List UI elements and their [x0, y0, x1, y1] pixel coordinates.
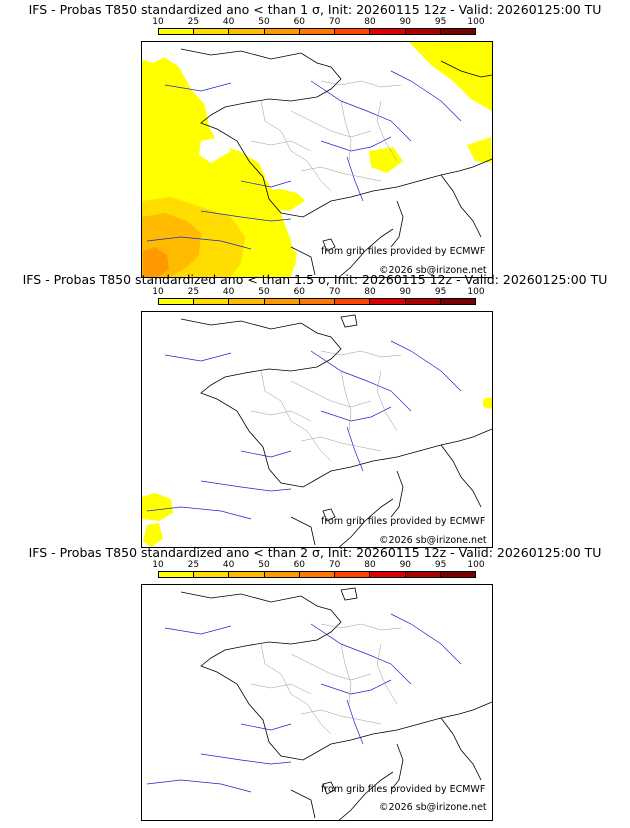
tick-label: 100 — [467, 560, 485, 570]
tick-label: 50 — [258, 287, 270, 297]
colorbar-ticks: 10 25 40 50 60 70 80 90 95 100 — [152, 560, 484, 570]
colorbar — [158, 28, 476, 35]
colorbar-swatch — [229, 299, 265, 304]
tick-label: 80 — [364, 17, 376, 27]
colorbar-swatch — [370, 29, 406, 34]
tick-label: 90 — [399, 560, 412, 570]
coastlines — [180, 48, 493, 278]
tick-label: 100 — [467, 287, 485, 297]
panel-title: IFS - Probas T850 standardized ano < tha… — [22, 272, 608, 287]
rivers — [146, 613, 462, 793]
colorbar-swatch — [194, 29, 230, 34]
colorbar-swatch — [229, 572, 265, 577]
colorbar-swatch — [370, 299, 406, 304]
tick-label: 80 — [364, 287, 376, 297]
colorbar-swatch — [159, 299, 195, 304]
tick-label: 40 — [222, 287, 235, 297]
tick-label: 60 — [293, 17, 306, 27]
panel-1sigma: IFS - Probas T850 standardized ano < tha… — [0, 2, 630, 278]
probability-map: from grib files provided by ECMWF ©2026 … — [141, 584, 493, 821]
colorbar-swatch — [264, 299, 300, 304]
tick-label: 25 — [187, 17, 200, 27]
tick-label: 95 — [434, 287, 447, 297]
colorbar-swatch — [405, 29, 441, 34]
tick-label: 90 — [399, 17, 412, 27]
tick-label: 70 — [328, 17, 341, 27]
colorbar-swatch — [299, 29, 336, 34]
admin-boundaries — [250, 623, 402, 735]
copyright-credit: ©2026 sb@irizone.net — [379, 802, 487, 813]
panel-1-5sigma: IFS - Probas T850 standardized ano < tha… — [0, 272, 630, 548]
colorbar-swatch — [405, 572, 441, 577]
tick-label: 50 — [258, 560, 270, 570]
colorbar-swatch — [440, 299, 475, 304]
tick-label: 40 — [222, 560, 235, 570]
probability-map: from grib files provided by ECMWF ©2026 … — [141, 41, 493, 278]
tick-label: 50 — [258, 17, 270, 27]
probability-map: from grib files provided by ECMWF ©2026 … — [141, 311, 493, 548]
source-credit: from grib files provided by ECMWF — [321, 784, 486, 795]
colorbar-swatch — [299, 299, 336, 304]
tick-label: 10 — [152, 560, 164, 570]
panel-title: IFS - Probas T850 standardized ano < tha… — [28, 545, 602, 560]
tick-label: 25 — [187, 287, 200, 297]
colorbar-swatch — [229, 29, 265, 34]
admin-boundaries — [250, 350, 402, 462]
colorbar-swatch — [159, 29, 195, 34]
colorbar-ticks: 10 25 40 50 60 70 80 90 95 100 — [152, 287, 484, 297]
colorbar-swatch — [194, 299, 230, 304]
tick-label: 95 — [434, 17, 447, 27]
tick-label: 25 — [187, 560, 200, 570]
rivers — [146, 340, 462, 520]
tick-label: 90 — [399, 287, 412, 297]
tick-label: 10 — [152, 287, 164, 297]
panel-title: IFS - Probas T850 standardized ano < tha… — [28, 2, 602, 17]
source-credit: from grib files provided by ECMWF — [321, 246, 486, 257]
colorbar-swatch — [440, 572, 475, 577]
colorbar-swatch — [405, 299, 441, 304]
tick-label: 10 — [152, 17, 164, 27]
rivers — [146, 70, 462, 250]
colorbar-swatch — [440, 29, 475, 34]
colorbar-swatch — [194, 572, 230, 577]
coastlines — [180, 314, 493, 548]
tick-label: 70 — [328, 560, 341, 570]
tick-label: 95 — [434, 560, 447, 570]
tick-label: 60 — [293, 560, 306, 570]
probability-field — [142, 42, 492, 277]
coastlines — [180, 587, 493, 821]
colorbar — [158, 298, 476, 305]
tick-label: 60 — [293, 287, 306, 297]
copyright-credit: ©2026 sb@irizone.net — [379, 535, 487, 546]
colorbar-swatch — [335, 572, 371, 577]
colorbar-swatch — [370, 572, 406, 577]
admin-boundaries — [250, 80, 402, 192]
colorbar-swatch — [335, 299, 371, 304]
tick-label: 40 — [222, 17, 235, 27]
tick-label: 100 — [467, 17, 485, 27]
colorbar-swatch — [264, 572, 300, 577]
copyright-credit: ©2026 sb@irizone.net — [379, 265, 487, 276]
tick-label: 80 — [364, 560, 376, 570]
source-credit: from grib files provided by ECMWF — [321, 516, 486, 527]
colorbar-swatch — [335, 29, 371, 34]
colorbar-swatch — [264, 29, 300, 34]
colorbar-swatch — [159, 572, 195, 577]
probability-field — [142, 397, 492, 547]
tick-label: 70 — [328, 287, 341, 297]
colorbar-swatch — [299, 572, 336, 577]
panel-2sigma: IFS - Probas T850 standardized ano < tha… — [0, 545, 630, 821]
colorbar — [158, 571, 476, 578]
colorbar-ticks: 10 25 40 50 60 70 80 90 95 100 — [152, 17, 484, 27]
